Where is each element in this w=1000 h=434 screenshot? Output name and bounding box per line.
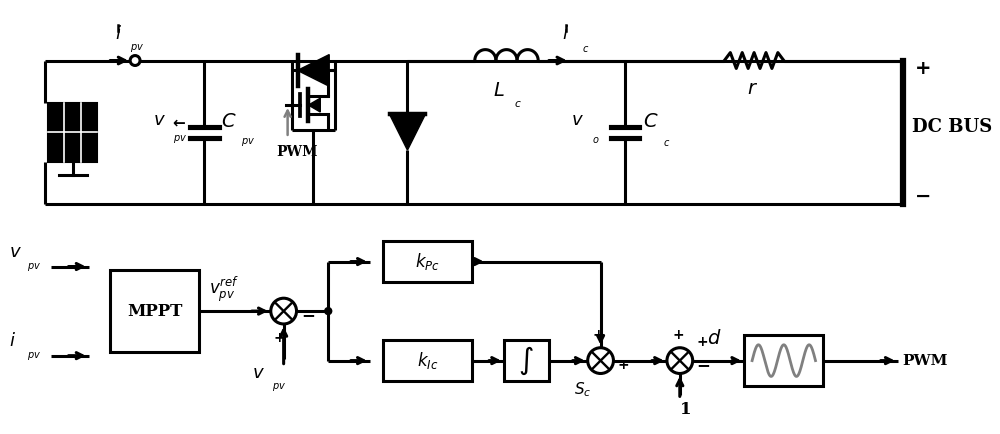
Polygon shape	[390, 115, 425, 150]
Text: $_{pv}$: $_{pv}$	[27, 349, 41, 363]
Text: PWM: PWM	[903, 354, 948, 368]
Bar	[744, 335, 823, 386]
Text: $_c$: $_c$	[582, 40, 589, 55]
Text: $_{pv}$: $_{pv}$	[241, 135, 255, 149]
Text: $v$: $v$	[252, 364, 265, 381]
Text: $i$: $i$	[9, 332, 16, 350]
Text: $i$: $i$	[115, 25, 122, 43]
Text: 1: 1	[680, 401, 692, 418]
Text: MPPT: MPPT	[127, 302, 183, 319]
Text: $_{pv}$: $_{pv}$	[130, 40, 144, 55]
Text: $_c$: $_c$	[514, 96, 522, 110]
Text: $r$: $r$	[747, 80, 758, 99]
Circle shape	[271, 298, 297, 324]
Text: $v^{ref}_{pv}$: $v^{ref}_{pv}$	[209, 275, 240, 304]
Text: $_{pv}$: $_{pv}$	[173, 132, 187, 146]
Bar	[504, 340, 549, 381]
Circle shape	[588, 348, 613, 374]
Text: $v$: $v$	[571, 112, 584, 129]
Text: +: +	[915, 59, 931, 78]
Bar	[383, 340, 472, 381]
Circle shape	[325, 308, 332, 315]
Text: $k_{Pc}$: $k_{Pc}$	[415, 251, 440, 272]
Text: $k_{Ic}$: $k_{Ic}$	[417, 350, 438, 371]
Circle shape	[667, 348, 693, 374]
Text: DC BUS: DC BUS	[912, 118, 992, 136]
Circle shape	[130, 56, 140, 66]
Text: +: +	[593, 328, 604, 342]
Text: +: +	[697, 335, 708, 349]
Text: −: −	[915, 187, 931, 206]
Bar	[110, 270, 199, 352]
Bar	[383, 241, 472, 283]
Text: −: −	[301, 306, 315, 324]
Polygon shape	[48, 102, 97, 162]
Text: $_{pv}$: $_{pv}$	[272, 381, 286, 395]
Text: +: +	[672, 328, 684, 342]
Text: $\int$: $\int$	[518, 345, 534, 377]
Polygon shape	[298, 55, 329, 86]
Text: $i$: $i$	[562, 25, 569, 43]
Text: +: +	[274, 331, 286, 345]
Text: $v$: $v$	[153, 112, 166, 129]
Text: $\boldsymbol{\leftarrow}$: $\boldsymbol{\leftarrow}$	[170, 115, 187, 130]
Text: $_o$: $_o$	[592, 132, 599, 146]
Text: PWM: PWM	[277, 145, 318, 159]
Text: +: +	[617, 358, 629, 372]
Text: $C$: $C$	[643, 113, 659, 132]
Text: $v$: $v$	[9, 243, 22, 261]
Text: −: −	[697, 355, 711, 374]
Text: $_{pv}$: $_{pv}$	[27, 260, 41, 273]
Text: $d$: $d$	[707, 329, 722, 349]
Text: $S_c$: $S_c$	[574, 381, 591, 399]
Text: $_c$: $_c$	[663, 135, 670, 149]
Polygon shape	[308, 98, 320, 112]
Text: $L$: $L$	[493, 82, 504, 100]
Text: $C$: $C$	[221, 113, 237, 132]
